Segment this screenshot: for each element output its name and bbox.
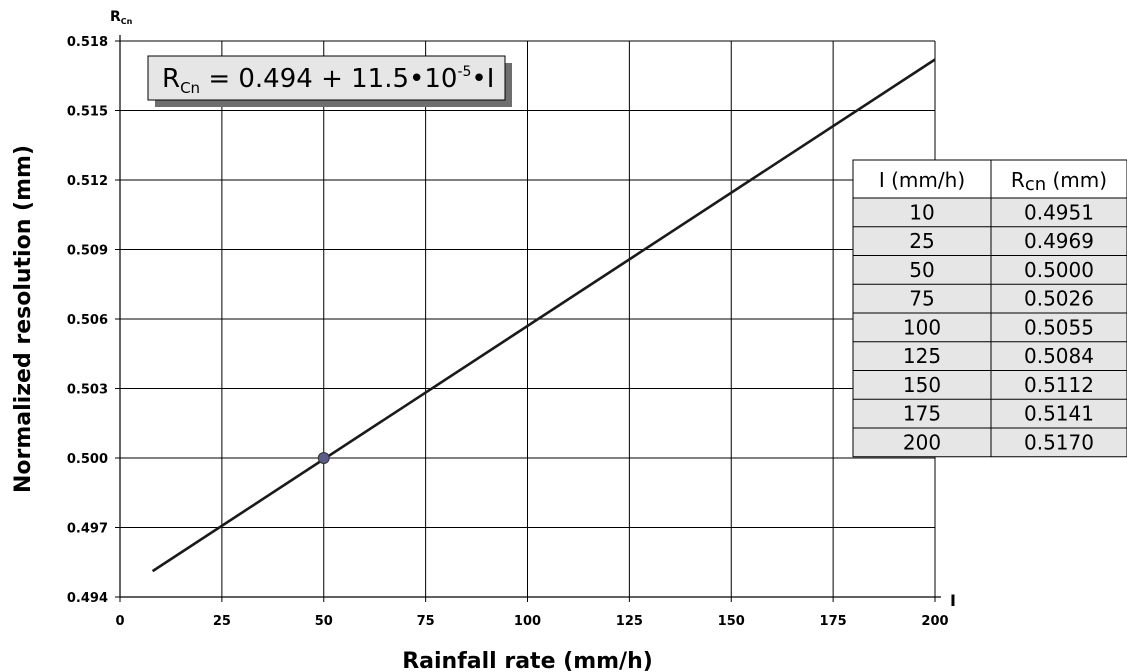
equation-lhs-subscript: Cn [180, 79, 200, 97]
table-cell-intensity: 75 [909, 287, 934, 311]
table-header-r-subscript: cn [1025, 174, 1046, 195]
y-tick-label: 0.500 [67, 452, 108, 467]
y-tick-label: 0.518 [67, 35, 108, 50]
x-axis-symbol: I [950, 591, 956, 610]
table-cell-resolution: 0.5170 [1024, 430, 1094, 454]
data-point-marker [317, 452, 330, 464]
table-cell-intensity: 50 [909, 258, 934, 282]
table-header-bg [852, 159, 1127, 199]
table-cell-resolution: 0.5055 [1024, 315, 1094, 339]
y-axis-symbol-main: R [110, 9, 121, 25]
axis-labels: Rainfall rate (mm/h) Normalized resolutio… [11, 9, 956, 672]
table-bg [852, 159, 1127, 458]
table-cell-intensity: 100 [903, 315, 941, 339]
table-cell-resolution: 0.4969 [1024, 229, 1094, 253]
x-tick-label: 175 [820, 614, 847, 629]
equation-box-bg [147, 55, 506, 101]
data-table: I (mm/h) Rcn (mm) 10 0.4951 25 0.4969 50 0.5000… [852, 159, 1127, 458]
equation-text: RCn = 0.494 + 11.5•10-5•I [162, 64, 494, 97]
x-tick-label: 75 [417, 614, 435, 629]
table-header-intensity: I (mm/h) [879, 168, 965, 192]
y-tick-label: 0.509 [67, 244, 108, 259]
series-line [151, 58, 936, 573]
table-header-unit: (mm) [1046, 168, 1107, 192]
table-header-resolution: Rcn (mm) [1011, 168, 1107, 195]
series [151, 58, 936, 573]
y-axis-symbol-subscript: Cn [121, 17, 133, 26]
y-tick-label: 0.497 [67, 522, 108, 537]
table-cell-intensity: 25 [909, 229, 934, 253]
grid [120, 40, 936, 597]
y-tick-label: 0.494 [67, 591, 108, 606]
table-cell-intensity: 10 [909, 200, 934, 224]
equation-suffix: •I [471, 64, 494, 94]
y-tick-label: 0.515 [67, 105, 108, 120]
y-tick-label: 0.512 [67, 174, 108, 189]
table-cell-resolution: 0.5026 [1024, 287, 1094, 311]
equation-rhs: = 0.494 + 11.5•10 [200, 64, 457, 94]
x-tick-label: 125 [616, 614, 643, 629]
x-tick-label: 100 [514, 614, 541, 629]
table-cell-resolution: 0.4951 [1024, 200, 1094, 224]
table-cell-resolution: 0.5141 [1024, 402, 1094, 426]
table-cell-intensity: 175 [903, 402, 941, 426]
x-tick-label: 200 [921, 614, 948, 629]
equation-exponent: -5 [457, 64, 471, 80]
table-cell-resolution: 0.5084 [1024, 344, 1094, 368]
table-cell-resolution: 0.5000 [1024, 258, 1094, 282]
table-cell-intensity: 125 [903, 344, 941, 368]
x-tick-label: 25 [213, 614, 231, 629]
y-axis-title: Normalized resolution (mm) [11, 145, 36, 493]
y-axis-symbol: RCn [110, 9, 133, 26]
table-header-r: R [1011, 168, 1025, 192]
x-axis-title: Rainfall rate (mm/h) [402, 649, 653, 672]
x-tick-label: 50 [315, 614, 333, 629]
y-tick-label: 0.506 [67, 313, 108, 328]
equation-box: RCn = 0.494 + 11.5•10-5•I [147, 55, 512, 107]
x-tick-label: 0 [115, 614, 124, 629]
table-cell-intensity: 200 [903, 430, 941, 454]
table-cell-resolution: 0.5112 [1024, 373, 1094, 397]
axes: 0 25 50 75 100 125 150 175 200 0.494 0.497 0.500 0.5… [67, 35, 949, 629]
x-tick-label: 150 [718, 614, 745, 629]
table-cell-intensity: 150 [903, 373, 941, 397]
y-tick-label: 0.503 [67, 383, 108, 398]
equation-lhs: R [162, 64, 180, 94]
